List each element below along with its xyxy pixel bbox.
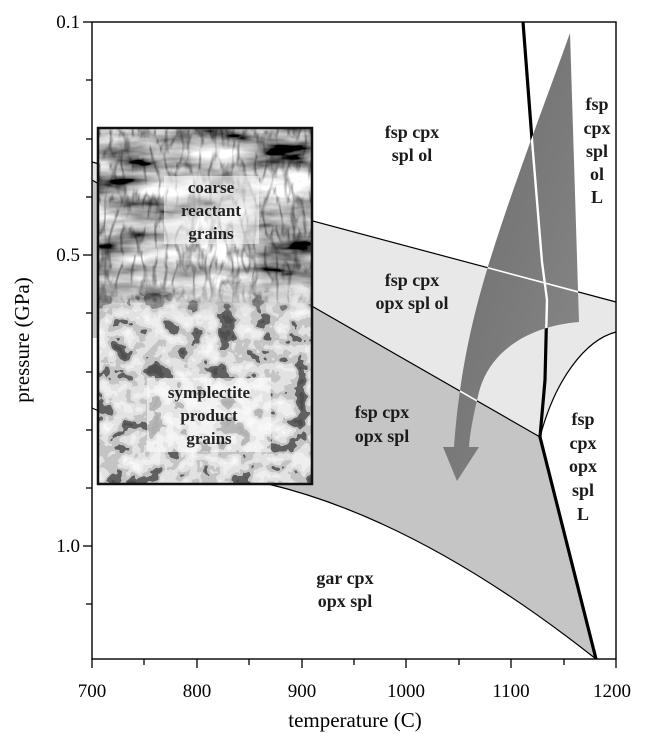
- boundary-melt-olivine: [539, 331, 617, 438]
- boundary-over-arrow-olivine-out: [443, 179, 541, 438]
- y-axis-title: pressure (GPa): [10, 277, 34, 402]
- field-label-line: cpx: [570, 433, 597, 453]
- y-axis-ticks: [83, 21, 92, 605]
- field-label-fsp-cpx-opx-spl-ol: fsp cpx opx spl ol: [375, 270, 448, 313]
- product-label-line: product: [180, 406, 238, 425]
- field-label-fsp-cpx-spl-ol: fsp cpx spl ol: [385, 122, 440, 165]
- pt-path-arrow: [443, 33, 579, 481]
- reactant-label-line: reactant: [181, 201, 241, 220]
- reactant-label-line: grains: [188, 224, 234, 243]
- field-label-fsp-cpx-opx-spl-L: fsp cpx opx spl L: [569, 409, 597, 524]
- field-label-line: fsp cpx: [355, 402, 410, 422]
- field-label-line: L: [577, 504, 589, 524]
- field-label-line: spl: [572, 480, 594, 500]
- field-label-line: opx: [569, 456, 597, 476]
- x-tick-label: 900: [288, 681, 317, 702]
- product-label-line: symplectite: [168, 383, 251, 402]
- y-tick-label: 1.0: [56, 536, 80, 557]
- x-tick-label: 800: [183, 681, 212, 702]
- field-label-line: fsp: [585, 94, 608, 114]
- x-axis-title: temperature (C): [288, 708, 422, 732]
- field-label-line: spl: [586, 141, 608, 161]
- micrograph-border: [96, 126, 314, 486]
- field-label-line: fsp cpx: [385, 122, 440, 142]
- field-label-line: opx spl: [355, 426, 410, 446]
- reactant-label-line: coarse: [188, 178, 235, 197]
- x-tick-label: 1100: [492, 681, 529, 702]
- field-label-line: opx spl: [318, 591, 373, 611]
- x-tick-label: 1000: [387, 681, 425, 702]
- boundary-over-arrow-upper: [443, 161, 579, 303]
- product-label-box: [147, 378, 271, 452]
- field-label-line: cpx: [584, 118, 611, 138]
- field-label-line: gar cpx: [316, 568, 373, 588]
- x-axis-ticks: [91, 659, 617, 668]
- field-label-fsp-cpx-opx-spl: fsp cpx opx spl: [355, 402, 410, 446]
- field-label-fsp-cpx-spl-ol-L: fsp cpx spl ol L: [584, 94, 611, 207]
- field-label-gar-cpx-opx-spl: gar cpx opx spl: [316, 568, 373, 611]
- boundary-garnet-in: [91, 407, 597, 660]
- field-label-line: spl ol: [392, 145, 433, 165]
- field-label-line: fsp: [571, 409, 594, 429]
- field-label-line: opx spl ol: [375, 293, 448, 313]
- field-label-line: L: [591, 187, 603, 207]
- y-tick-label: 0.5: [56, 245, 80, 266]
- x-tick-label: 700: [78, 681, 107, 702]
- field-label-line: fsp cpx: [385, 270, 440, 290]
- field-label-line: ol: [590, 164, 604, 184]
- micrograph-inset: coarse reactant grains symplectite produ…: [98, 128, 312, 484]
- y-tick-label: 0.1: [56, 12, 80, 33]
- x-tick-label: 1200: [593, 681, 631, 702]
- product-label-line: grains: [186, 429, 232, 448]
- reactant-label-box: [164, 176, 259, 244]
